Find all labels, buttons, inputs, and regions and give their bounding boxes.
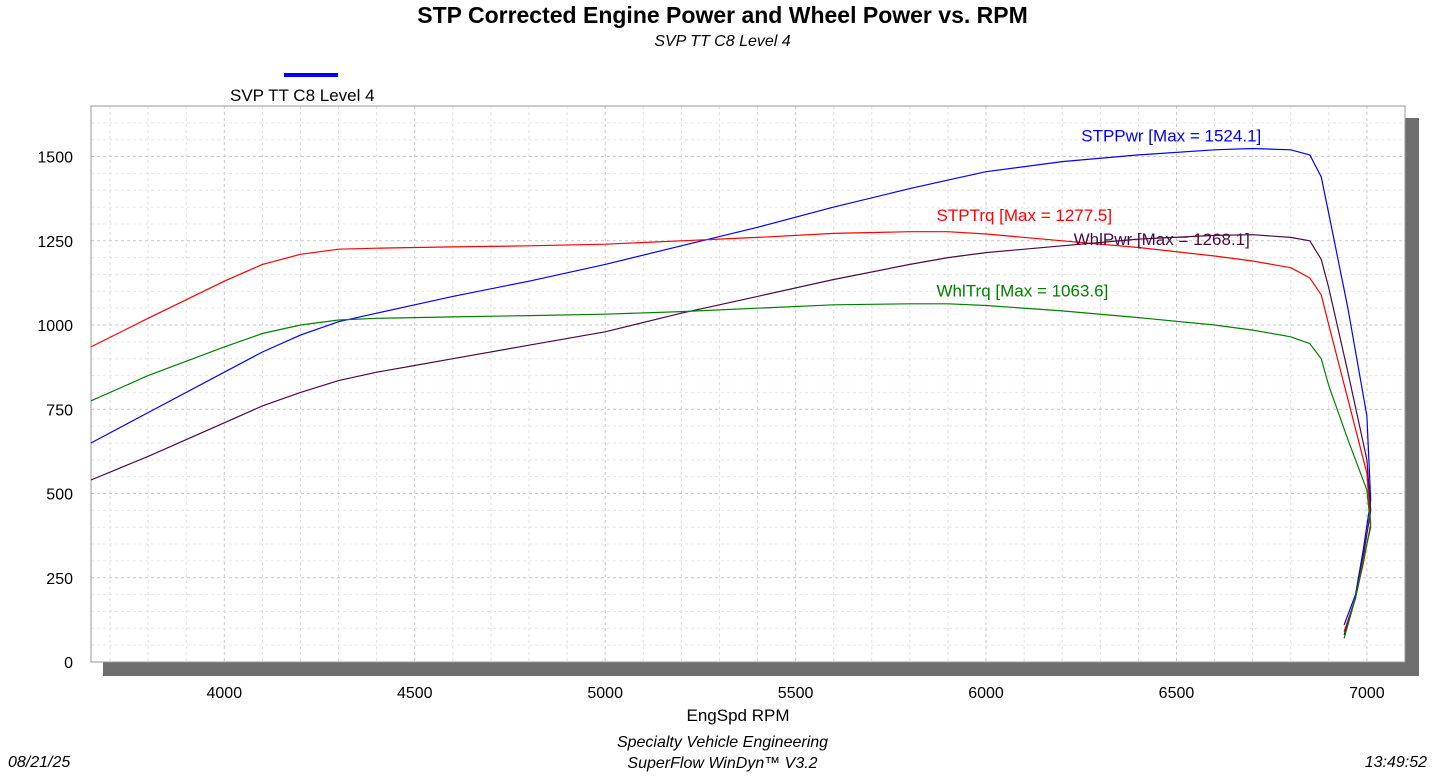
y-tick-label: 500 <box>46 487 73 504</box>
footer-company: Specialty Vehicle Engineering <box>616 734 829 751</box>
y-tick-label: 250 <box>46 571 73 588</box>
plot-border <box>90 105 1406 663</box>
axes: 0 250 500 750 1000 1250 1500 4000 4500 5000 5500 60… <box>37 105 1406 725</box>
legend-swatch <box>284 73 338 77</box>
annotations-group: STPPwr [Max = 1524.1] STPTrq [Max = 1277.… <box>937 126 1262 300</box>
footer-time: 13:49:52 <box>1364 754 1427 771</box>
chart-title: STP Corrected Engine Power and Wheel Pow… <box>417 2 1028 28</box>
series-line-whlpwr <box>90 234 1372 636</box>
x-tick-label: 6000 <box>968 685 1004 702</box>
annotation-stppwr: STPPwr [Max = 1524.1] <box>1081 126 1261 145</box>
series-line-whltrq <box>90 303 1372 639</box>
x-tick-label: 4000 <box>207 685 243 702</box>
series-group <box>90 147 1372 639</box>
series-line-stptrq <box>90 231 1372 632</box>
footer-software: SuperFlow WinDyn™ V3.2 <box>627 755 818 772</box>
annotation-stptrq: STPTrq [Max = 1277.5] <box>937 206 1113 225</box>
legend-label: SVP TT C8 Level 4 <box>230 86 375 105</box>
annotation-whlpwr: WhlPwr [Max = 1268.1] <box>1074 230 1250 249</box>
y-tick-label: 1500 <box>37 150 73 167</box>
x-tick-label: 5500 <box>778 685 814 702</box>
x-tick-label: 7000 <box>1349 685 1385 702</box>
plot-frame <box>91 106 1419 676</box>
x-tick-label: 6500 <box>1159 685 1195 702</box>
annotation-whltrq: WhlTrq [Max = 1063.6] <box>937 281 1109 300</box>
series-line-stppwr <box>90 147 1372 626</box>
plot-area <box>91 106 1405 662</box>
y-tick-label: 0 <box>64 655 73 672</box>
x-tick-label: 4500 <box>397 685 433 702</box>
x-axis-label: EngSpd RPM <box>687 706 790 725</box>
chart-subtitle: SVP TT C8 Level 4 <box>654 33 791 50</box>
x-tick-label: 5000 <box>587 685 623 702</box>
y-tick-label: 1000 <box>37 318 73 335</box>
grid <box>91 106 1405 662</box>
y-tick-label: 1250 <box>37 234 73 251</box>
y-tick-label: 750 <box>46 402 73 419</box>
footer-date: 08/21/25 <box>8 754 71 771</box>
